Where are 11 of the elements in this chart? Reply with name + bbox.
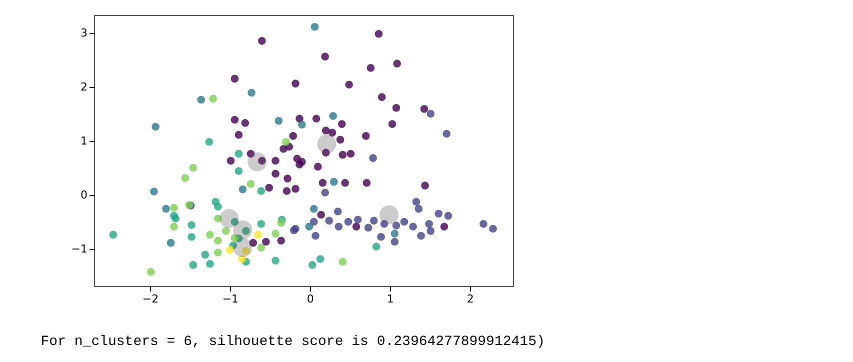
x-tick-label: 2 (466, 292, 474, 306)
x-tick-label: 0 (306, 292, 314, 306)
x-tick-label: −1 (222, 292, 239, 306)
y-tick-label: 0 (80, 188, 88, 202)
y-tick-label: 2 (80, 80, 88, 94)
text: For n_clusters = 6, silhouette score is 0.23964277899912415) (40, 334, 545, 350)
x-tick-label: −2 (142, 292, 159, 306)
y-tick-label: 3 (80, 26, 88, 40)
y-tick-label: 1 (80, 134, 88, 148)
y-tick-label: −1 (71, 242, 88, 256)
x-tick-label: 1 (386, 292, 394, 306)
